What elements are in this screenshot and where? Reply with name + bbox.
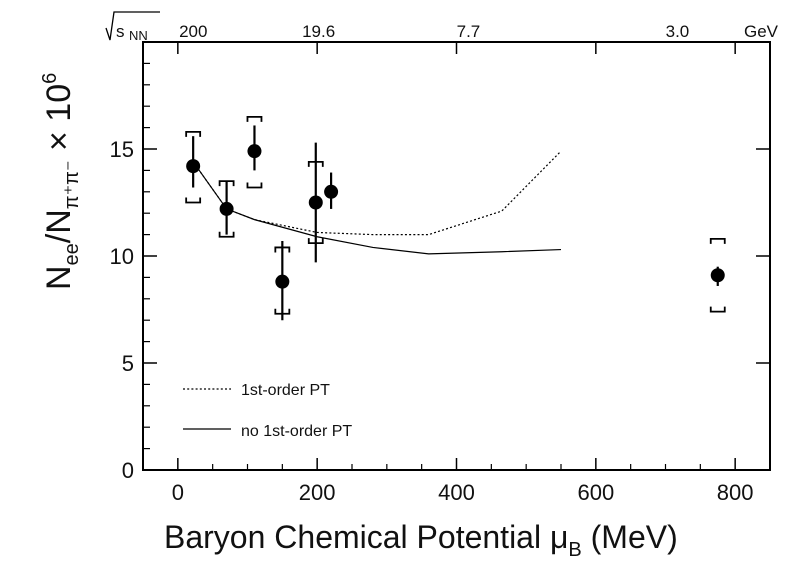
- y-axis-title-slash: /N: [40, 209, 78, 243]
- x-tick-label: 600: [577, 480, 614, 505]
- sys-error-bracket: [218, 231, 235, 238]
- top-tick-label: 200: [179, 22, 207, 41]
- x-ticks: 0 200 400 600 800: [142, 42, 771, 505]
- y-axis-title-pipi: π⁺π⁻: [61, 160, 83, 209]
- legend-label-solid: no 1st-order PT: [241, 423, 352, 440]
- x-axis-title-mu: μ: [550, 519, 568, 555]
- curve-1st-order-pt: [192, 150, 562, 236]
- y-axis-title-n: N: [40, 265, 78, 290]
- plot-frame: [142, 41, 771, 471]
- top-axis-unit: GeV: [744, 22, 779, 41]
- sys-error-bracket: [274, 246, 291, 253]
- y-ticks: 0 5 10 15: [110, 62, 770, 483]
- y-axis-title: Nee/Nπ⁺π⁻ × 106: [39, 73, 83, 290]
- x-axis-title-main: Baryon Chemical Potential: [164, 519, 550, 555]
- sys-error-bracket: [246, 116, 263, 122]
- top-axis-title: s NN: [105, 11, 160, 43]
- sys-error-bracket: [274, 308, 291, 315]
- top-axis-sub: NN: [129, 28, 148, 43]
- top-tick-label: 3.0: [666, 22, 690, 41]
- top-tick-label: 7.7: [457, 22, 481, 41]
- sqrt-sign: [105, 11, 160, 41]
- y-axis-title-ee: ee: [61, 243, 83, 265]
- sys-error-bracket: [307, 238, 324, 245]
- y-tick-label: 5: [122, 351, 134, 376]
- y-axis-title-times: × 10: [40, 84, 78, 161]
- y-tick-label: 0: [122, 458, 134, 483]
- sys-error-bracket: [218, 180, 235, 187]
- data-point: [275, 274, 290, 289]
- legend: 1st-order PT no 1st-order PT: [183, 382, 352, 440]
- x-tick-label: 400: [438, 480, 475, 505]
- y-axis-title-exp: 6: [39, 73, 61, 84]
- sys-error-bracket: [307, 160, 324, 167]
- y-tick-label: 10: [110, 244, 134, 269]
- sys-error-bracket: [185, 197, 202, 204]
- x-tick-label: 800: [717, 480, 754, 505]
- top-tick-label: 19.6: [302, 22, 335, 41]
- data-points: [185, 116, 726, 321]
- x-axis-title: Baryon Chemical Potential μB (MeV): [164, 519, 678, 561]
- x-axis-title-unit: (MeV): [582, 519, 678, 555]
- top-ticks: 200 19.6 7.7 3.0: [179, 22, 689, 41]
- sys-error-bracket: [709, 306, 726, 313]
- sys-error-bracket: [709, 237, 726, 244]
- curve-no-1st-order-pt: [192, 161, 562, 255]
- data-point: [247, 144, 262, 159]
- curves: [192, 150, 562, 255]
- y-tick-label: 15: [110, 137, 134, 162]
- x-tick-label: 200: [299, 480, 336, 505]
- data-point: [308, 195, 323, 210]
- sys-error-bracket: [246, 182, 263, 189]
- x-axis-title-sub: B: [568, 539, 581, 561]
- sys-error-bracket: [185, 130, 202, 137]
- data-point: [710, 268, 725, 283]
- data-point: [186, 159, 201, 174]
- x-tick-label: 0: [172, 480, 184, 505]
- legend-label-dotted: 1st-order PT: [241, 382, 330, 399]
- data-point: [324, 184, 339, 199]
- top-axis-s: s: [116, 22, 125, 41]
- data-point: [219, 201, 234, 216]
